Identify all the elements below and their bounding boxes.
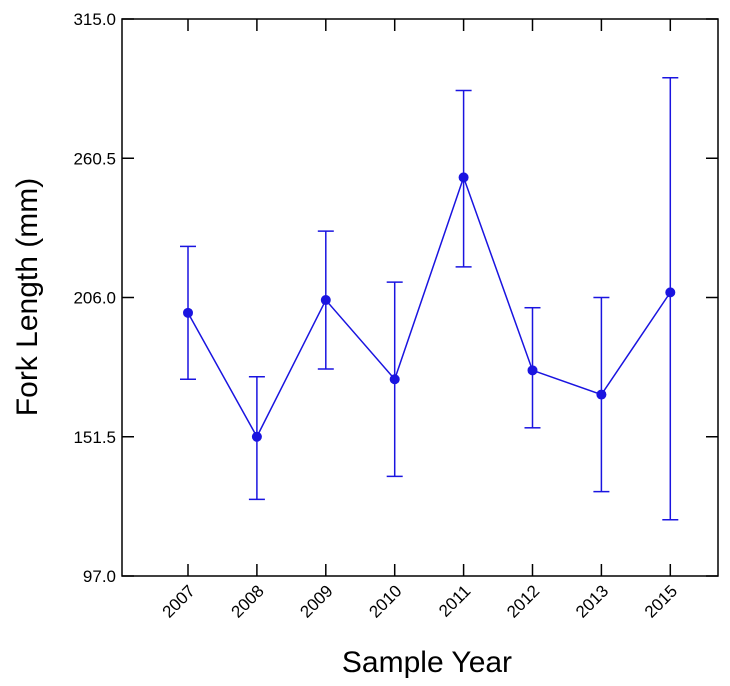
x-axis: 2007 2008 2009 2010 2011 2012 2013 2015: [159, 19, 681, 622]
data-point: [527, 365, 538, 376]
x-tick-label: 2013: [572, 581, 612, 621]
plot-frame: [121, 18, 719, 577]
y-tick-label: 315.0: [73, 10, 116, 29]
x-tick-label: 2010: [365, 581, 405, 621]
x-axis-title: Sample Year: [342, 646, 512, 679]
data-point: [458, 172, 469, 183]
data-point: [251, 431, 262, 442]
x-tick-label: 2009: [296, 581, 336, 621]
x-tick-label: 2008: [228, 581, 268, 621]
y-tick-label: 206.0: [73, 289, 116, 308]
data-point: [665, 287, 676, 298]
y-axis: 97.0 151.5 206.0 260.5 315.0: [73, 10, 718, 586]
y-axis-title: Fork Length (mm): [11, 178, 44, 416]
data-point: [596, 389, 607, 400]
series-layer: [180, 77, 679, 521]
data-point: [389, 374, 400, 385]
y-tick-label: 151.5: [73, 428, 116, 447]
plot-border: [121, 18, 719, 577]
y-tick-label: 260.5: [73, 149, 116, 168]
x-tick-label: 2015: [641, 581, 681, 621]
data-point: [320, 295, 331, 306]
x-tick-label: 2011: [435, 581, 474, 620]
series-line: [187, 175, 671, 439]
data-point: [183, 307, 193, 318]
y-tick-label: 97.0: [83, 567, 116, 586]
x-tick-label: 2012: [503, 581, 543, 621]
x-tick-label: 2007: [159, 581, 199, 621]
